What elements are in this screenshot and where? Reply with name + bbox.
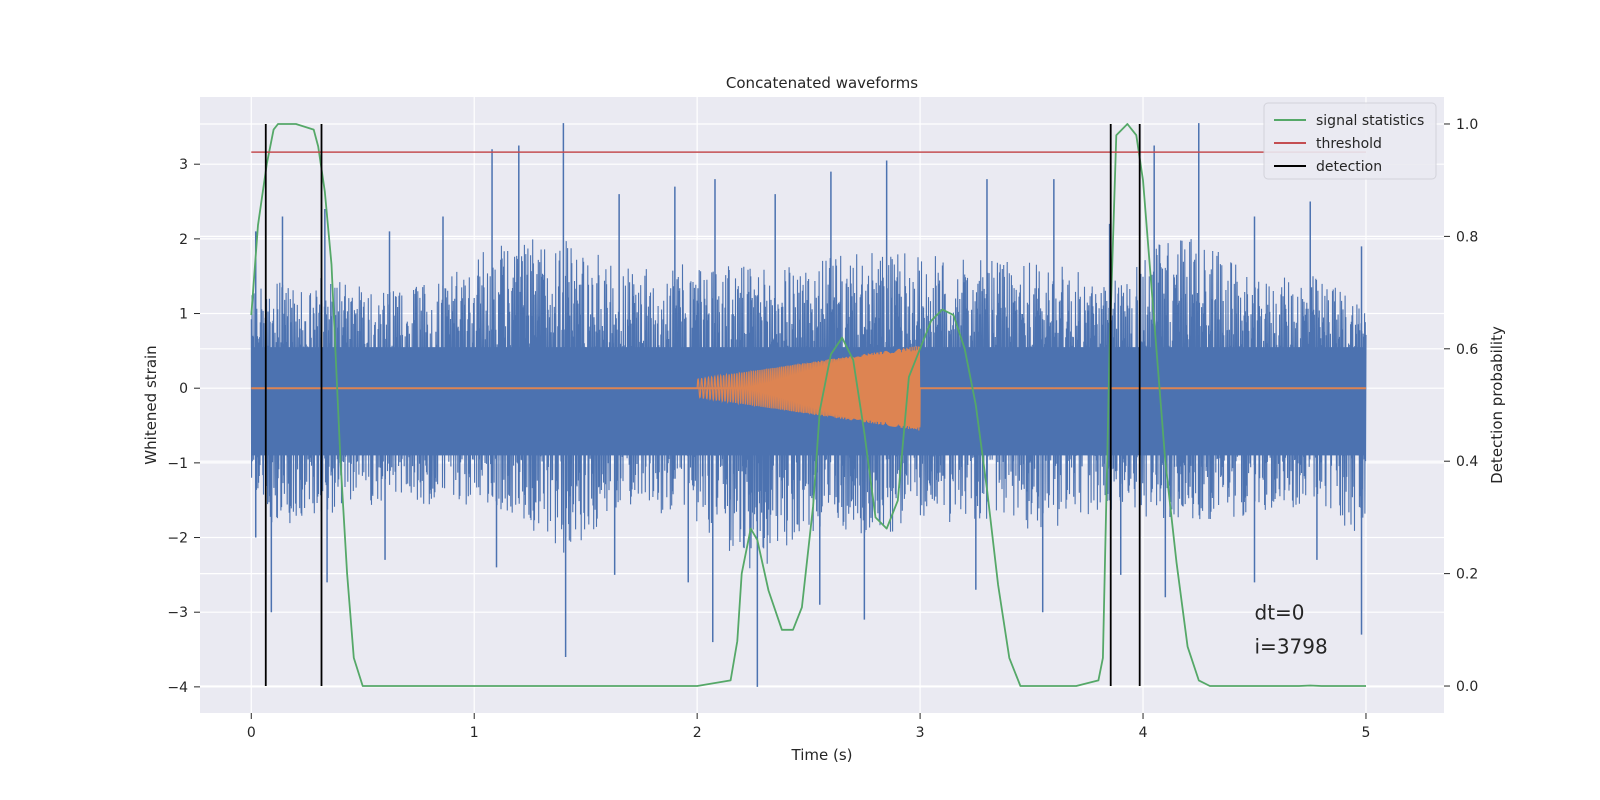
y-tick-label: 2 (179, 232, 188, 248)
y2-tick-label: 0.8 (1456, 229, 1478, 245)
signal-statistics-line (250, 123, 1366, 687)
y-tick-label: −1 (167, 456, 188, 472)
annotation-0: dt=0 (1255, 601, 1305, 625)
y-tick-label: 0 (179, 381, 188, 397)
annotation-1: i=3798 (1255, 634, 1328, 658)
y2-axis-label: Detection probability (1488, 326, 1506, 484)
x-tick-label: 4 (1139, 725, 1148, 741)
injection-chirp (696, 346, 921, 431)
annotations: dt=0 i=3798 (1255, 601, 1328, 659)
legend-label-signal: signal statistics (1316, 113, 1424, 129)
y-tick-label: −3 (167, 605, 188, 621)
y-tick-label: 3 (179, 157, 188, 173)
data-layer (250, 123, 1367, 687)
x-tick-label: 5 (1362, 725, 1371, 741)
x-tick-label: 3 (916, 725, 925, 741)
y2-tick-label: 0.2 (1456, 567, 1478, 583)
legend-label-detection: detection (1316, 159, 1382, 175)
x-tick-label: 0 (247, 725, 256, 741)
y-tick-label: −4 (167, 680, 188, 696)
x-tick-label: 1 (470, 725, 479, 741)
legend-label-threshold: threshold (1316, 136, 1382, 152)
y2-tick-label: 1.0 (1456, 117, 1478, 133)
y-tick-label: −2 (167, 531, 188, 547)
y2-tick-label: 0.6 (1456, 342, 1478, 358)
y-tick-label: 1 (179, 307, 188, 323)
x-tick-label: 2 (693, 725, 702, 741)
y-axis-label: Whitened strain (142, 345, 160, 464)
y2-tick-label: 0.0 (1456, 679, 1478, 695)
chart-title: Concatenated waveforms (726, 74, 918, 92)
legend-box (1263, 102, 1437, 180)
y2-tick-label: 0.4 (1456, 454, 1478, 470)
legend: signal statistics threshold detection (1263, 102, 1437, 180)
axes: 0 1 2 3 4 5 3 2 1 0 −1 −2 −3 −4 1.0 0.8 0.6 0.4 0.2 0.0 (167, 117, 1478, 741)
x-axis-label: Time (s) (791, 746, 853, 764)
series-injection (251, 346, 1366, 431)
